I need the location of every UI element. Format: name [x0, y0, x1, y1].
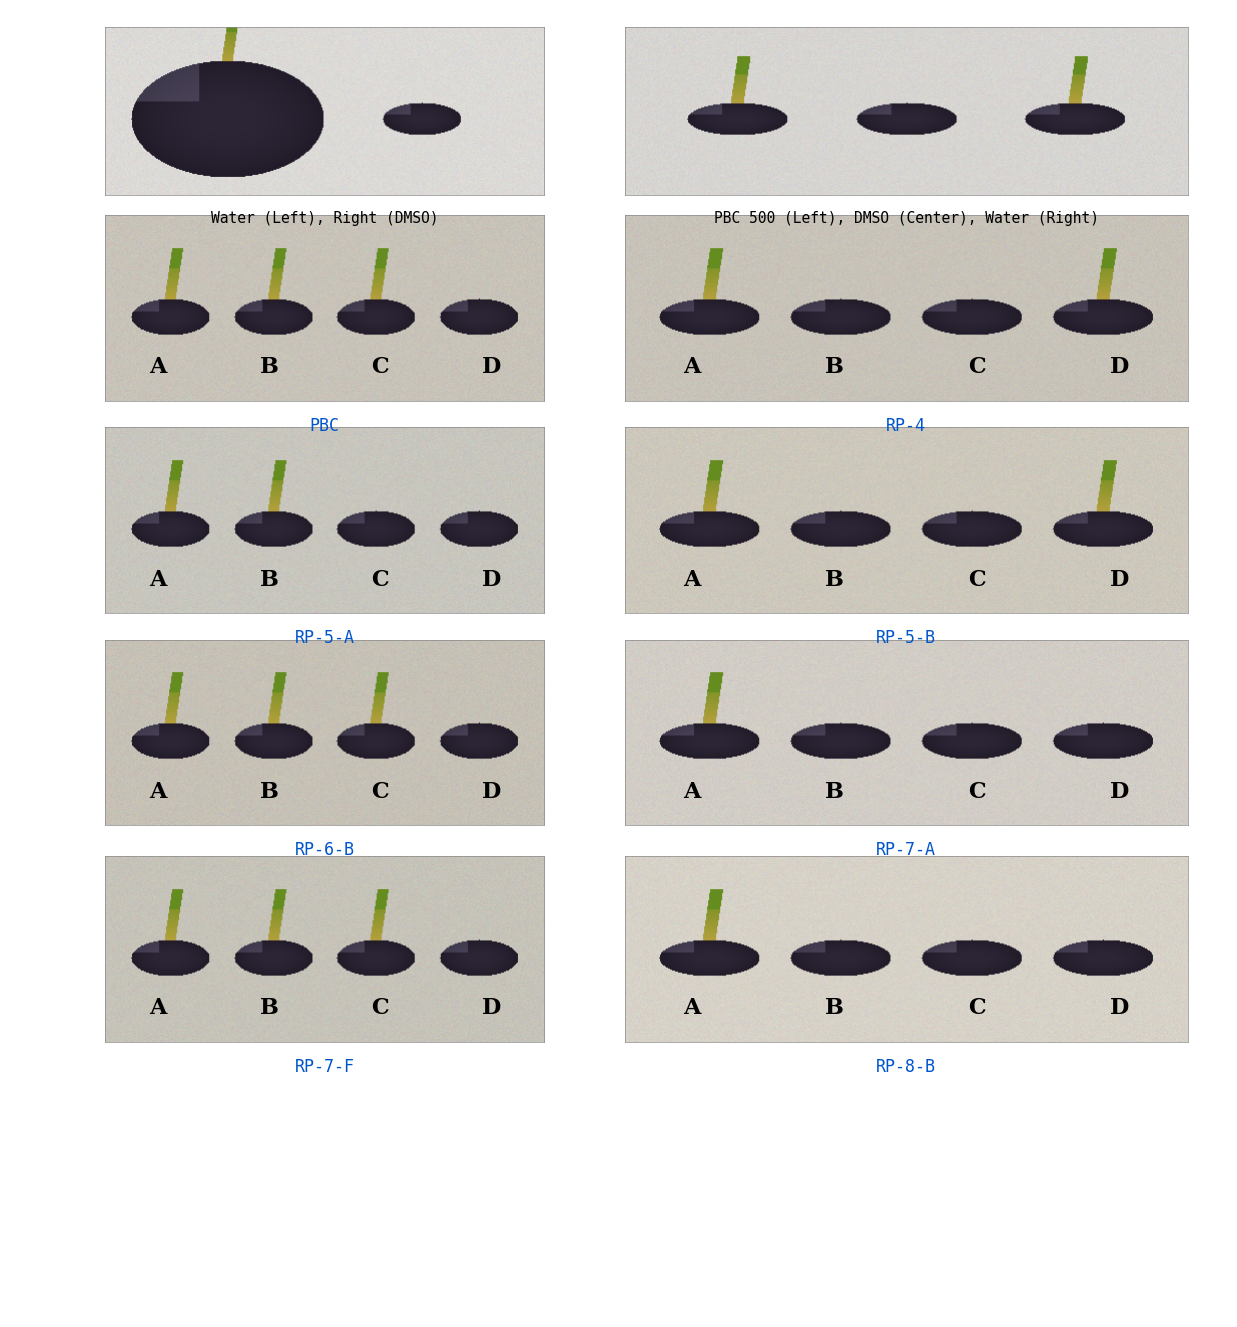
- Text: A: A: [150, 357, 167, 378]
- Text: C: C: [969, 998, 986, 1019]
- Text: D: D: [1111, 998, 1129, 1019]
- Text: C: C: [371, 357, 390, 378]
- Text: B: B: [260, 357, 278, 378]
- Text: D: D: [482, 569, 501, 591]
- Text: A: A: [150, 998, 167, 1019]
- Text: A: A: [684, 569, 701, 591]
- Text: B: B: [825, 998, 844, 1019]
- Text: A: A: [684, 782, 701, 803]
- Text: C: C: [371, 569, 390, 591]
- Text: D: D: [482, 357, 501, 378]
- Text: PBC: PBC: [309, 417, 340, 435]
- Text: D: D: [482, 782, 501, 803]
- Text: C: C: [371, 998, 390, 1019]
- Text: A: A: [150, 782, 167, 803]
- Text: D: D: [1111, 357, 1129, 378]
- Text: B: B: [260, 782, 278, 803]
- Text: B: B: [825, 782, 844, 803]
- Text: RP-7-A: RP-7-A: [876, 841, 936, 860]
- Text: RP-5-B: RP-5-B: [876, 629, 936, 648]
- Text: B: B: [825, 569, 844, 591]
- Text: A: A: [684, 998, 701, 1019]
- Text: B: B: [260, 998, 278, 1019]
- Text: RP-5-A: RP-5-A: [294, 629, 355, 648]
- Text: Water (Left), Right (DMSO): Water (Left), Right (DMSO): [212, 211, 438, 226]
- Text: D: D: [1111, 782, 1129, 803]
- Text: D: D: [1111, 569, 1129, 591]
- Text: RP-6-B: RP-6-B: [294, 841, 355, 860]
- Text: RP-8-B: RP-8-B: [876, 1058, 936, 1076]
- Text: RP-4: RP-4: [886, 417, 927, 435]
- Text: C: C: [371, 782, 390, 803]
- Text: PBC 500 (Left), DMSO (Center), Water (Right): PBC 500 (Left), DMSO (Center), Water (Ri…: [714, 211, 1098, 226]
- Text: A: A: [684, 357, 701, 378]
- Text: B: B: [260, 569, 278, 591]
- Text: C: C: [969, 569, 986, 591]
- Text: C: C: [969, 782, 986, 803]
- Text: RP-7-F: RP-7-F: [294, 1058, 355, 1076]
- Text: A: A: [150, 569, 167, 591]
- Text: C: C: [969, 357, 986, 378]
- Text: D: D: [482, 998, 501, 1019]
- Text: B: B: [825, 357, 844, 378]
